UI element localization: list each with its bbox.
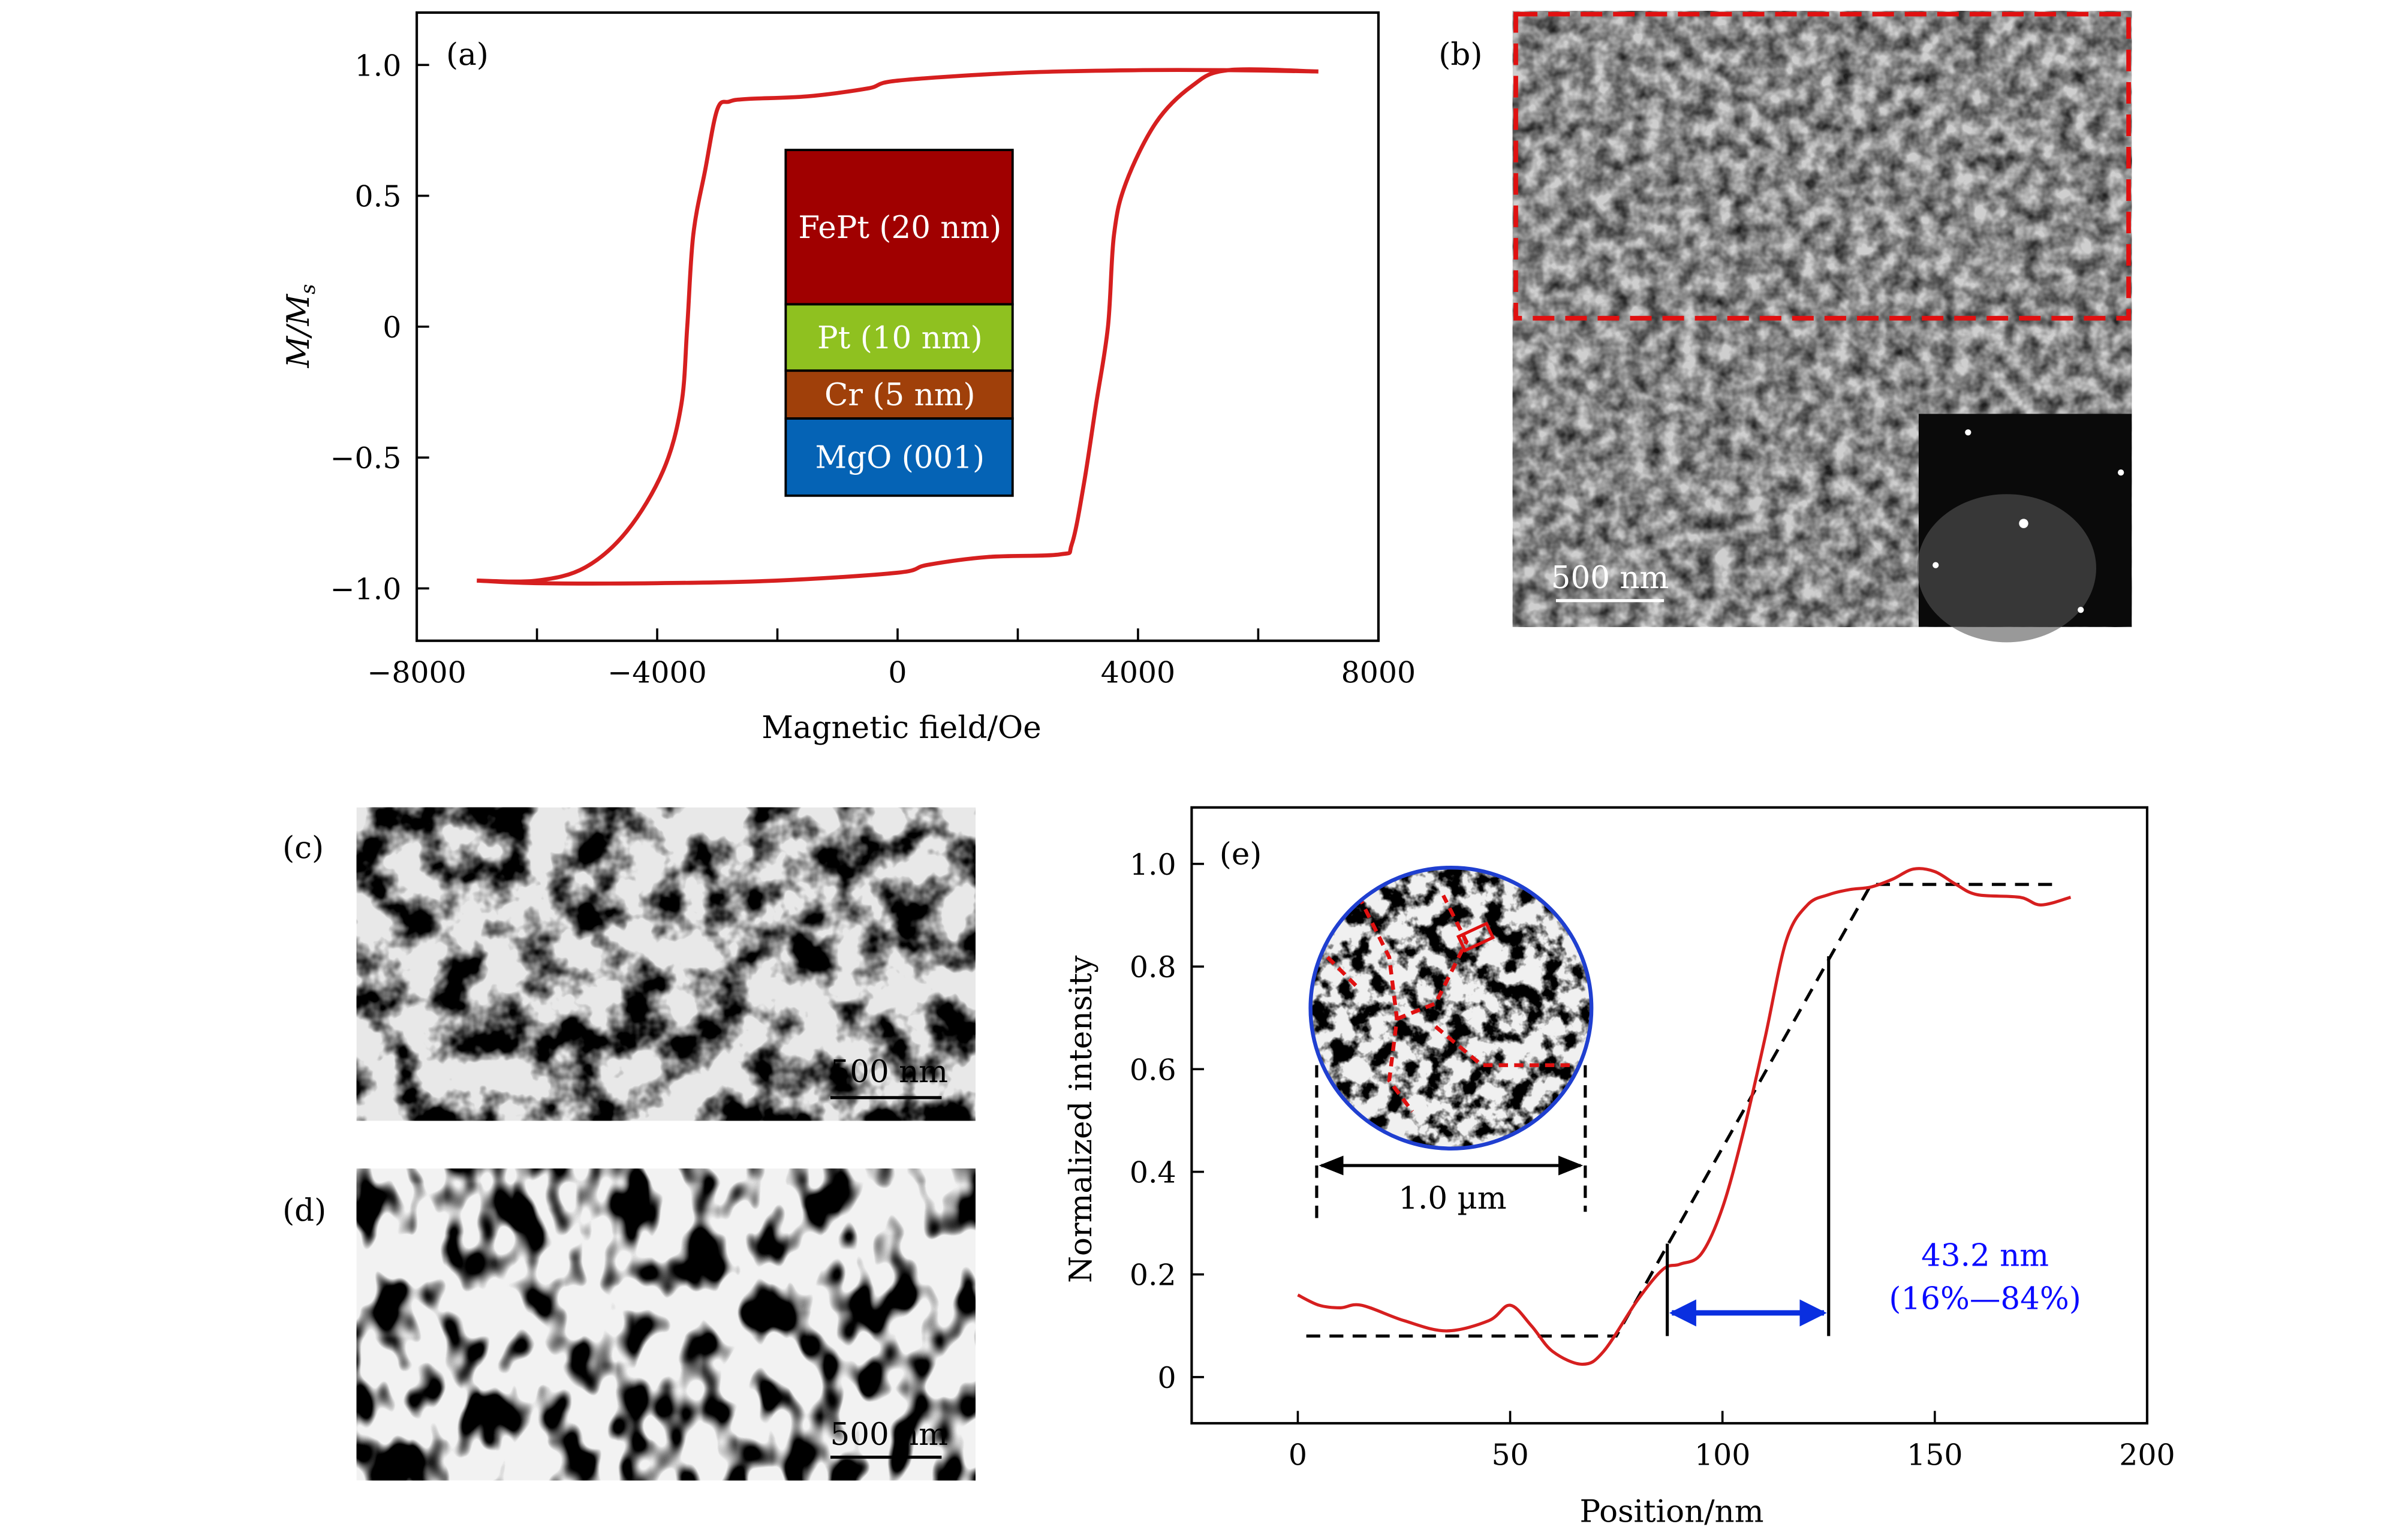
y-tick-label: 0.5 (355, 180, 402, 214)
panel-label: (b) (1438, 37, 1482, 73)
x-tick-label: 4000 (1101, 655, 1175, 689)
y-axis-label: Normalized intensity (1063, 956, 1099, 1283)
y-tick-label: 0.4 (1130, 1156, 1176, 1190)
layer-1 (784, 303, 1014, 372)
lorentz-image-panel: (c) 500 nm (282, 807, 976, 1121)
x-tick-label: 50 (1491, 1438, 1528, 1472)
intensity-profile-line (1297, 867, 2072, 1366)
width-annotation: 43.2 nm (1921, 1237, 2049, 1273)
scale-bar-label: 500 nm (1551, 560, 1669, 596)
linear-fit-line (1306, 883, 2054, 1338)
y-tick-label: 1.0 (355, 49, 402, 83)
y-tick-label: −0.5 (330, 441, 402, 475)
y-tick-label: −1.0 (330, 572, 402, 606)
selection-rectangle (1513, 11, 2131, 321)
scale-bar-label: 500 nm (830, 1417, 949, 1453)
x-tick-label: 100 (1694, 1438, 1750, 1472)
layer-3 (784, 417, 1014, 497)
y-tick-label: 0 (1158, 1361, 1176, 1395)
plot-frame (416, 11, 1380, 642)
panel-label: (d) (282, 1193, 326, 1229)
inset-scale-label: 1.0 µm (1398, 1180, 1506, 1216)
y-tick-label: 1.0 (1130, 848, 1176, 882)
layer-label: Cr (5 nm) (824, 377, 976, 413)
descending-branch-line (477, 68, 1319, 584)
x-axis-label: Magnetic field/Oe (761, 710, 1041, 746)
layer-label: Pt (10 nm) (817, 320, 983, 356)
x-tick-label: 8000 (1341, 655, 1416, 689)
filtered-image-panel: (d) 500 nm (282, 1168, 976, 1481)
y-axis-label: M/Ms (281, 284, 320, 369)
hysteresis-chart: −8000 −4000 0 4000 8000 1.0 0.5 0 −0.5 −1.0 (a) M… (281, 11, 1416, 746)
plot-frame (1190, 806, 2148, 1425)
x-tick-label: −4000 (607, 655, 706, 689)
inset-circle (1308, 865, 1594, 1150)
scale-bar-label: 500 nm (830, 1054, 949, 1090)
tem-image-panel: (b) 500 nm (1438, 11, 2132, 643)
panel-label: (a) (446, 37, 489, 73)
y-tick-label: 0.8 (1130, 950, 1176, 984)
x-tick-label: 150 (1907, 1438, 1962, 1472)
ascending-branch-line (477, 67, 1319, 586)
x-tick-label: 0 (1289, 1438, 1307, 1472)
x-tick-label: −8000 (367, 655, 466, 689)
x-tick-label: 200 (2119, 1438, 2175, 1472)
layer-label: MgO (001) (815, 439, 985, 475)
inset-image: 1.0 µm (1308, 865, 1594, 1220)
y-tick-label: 0 (383, 311, 401, 345)
panel-label: (c) (282, 830, 324, 866)
layer-0 (784, 149, 1014, 306)
x-tick-label: 0 (888, 655, 907, 689)
x-axis-label: Position/nm (1580, 1494, 1764, 1530)
panel-label: (e) (1220, 836, 1262, 872)
y-tick-label: 0.6 (1130, 1053, 1176, 1087)
y-tick-label: 0.2 (1130, 1258, 1176, 1293)
layer-stack-inset: FePt (20 nm) Pt (10 nm) Cr (5 nm) MgO (001) (784, 149, 1014, 497)
layer-label: FePt (20 nm) (798, 210, 1001, 246)
range-annotation: (16%—84%) (1889, 1281, 2081, 1317)
